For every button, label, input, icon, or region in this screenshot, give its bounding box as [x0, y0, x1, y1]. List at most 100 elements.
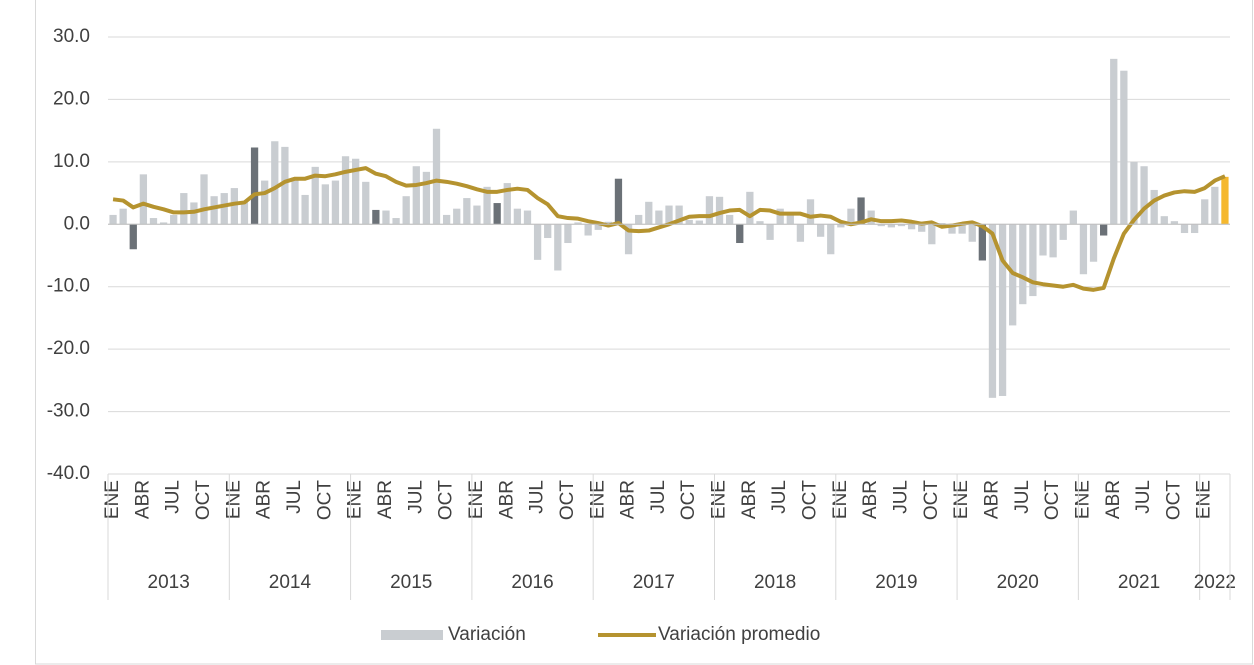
bar — [624, 224, 633, 255]
bar — [493, 203, 501, 225]
bar — [1049, 224, 1057, 258]
bar — [918, 224, 926, 232]
bar — [887, 224, 896, 228]
bar — [1039, 224, 1047, 256]
bar — [402, 196, 410, 225]
bar — [261, 180, 269, 225]
bar — [291, 177, 299, 225]
bar — [149, 218, 158, 225]
bar — [392, 218, 400, 225]
bar — [907, 224, 916, 230]
bar — [857, 197, 865, 225]
bar — [665, 205, 673, 225]
y-tick-label: 0.0 — [64, 213, 90, 234]
bar — [1059, 224, 1067, 240]
year-label: 2017 — [633, 572, 675, 593]
x-tick-label: ENE — [223, 480, 244, 519]
bar — [1150, 189, 1158, 225]
bar — [250, 147, 259, 225]
x-tick-label: ENE — [466, 480, 487, 519]
y-tick-label: 10.0 — [53, 151, 90, 172]
bar — [533, 224, 542, 260]
y-tick-label: -10.0 — [47, 276, 90, 297]
bar — [1221, 176, 1229, 225]
bar — [736, 224, 744, 244]
bar — [442, 214, 451, 225]
bar — [766, 224, 774, 240]
bar — [240, 202, 249, 225]
bar — [1170, 221, 1179, 225]
bar — [271, 141, 279, 225]
bar — [705, 196, 714, 225]
x-tick-label: ENE — [102, 480, 123, 519]
x-tick-label: OCT — [436, 480, 457, 521]
x-tick-label: JUL — [769, 480, 790, 514]
bar — [1100, 224, 1108, 236]
bar — [129, 224, 137, 250]
x-tick-label: ABR — [254, 480, 275, 519]
bar — [756, 221, 764, 225]
x-tick-label: ABR — [496, 480, 517, 519]
bar — [1201, 199, 1209, 225]
x-tick-label: JUL — [648, 480, 669, 514]
bar — [1029, 224, 1037, 297]
x-tick-label: OCT — [921, 480, 942, 521]
x-tick-label: JUL — [284, 480, 305, 514]
bar — [776, 208, 784, 225]
year-label: 2014 — [269, 572, 312, 593]
chart-border — [35, 0, 1253, 665]
y-tick-label: 20.0 — [53, 88, 90, 109]
x-tick-label: OCT — [1163, 480, 1184, 521]
x-tick-label: ABR — [1103, 480, 1124, 519]
x-tick-label: OCT — [800, 480, 821, 521]
bar — [806, 199, 815, 225]
x-tick-label: OCT — [678, 480, 699, 521]
bar — [1079, 224, 1088, 275]
bar — [938, 223, 946, 225]
bar — [200, 174, 208, 225]
x-tick-label: ABR — [981, 480, 1002, 519]
year-label: 2021 — [1118, 572, 1160, 593]
bar — [1110, 58, 1118, 225]
x-tick-label: ABR — [739, 480, 760, 519]
year-label: 2015 — [390, 572, 432, 593]
bar — [170, 214, 178, 225]
bar — [655, 210, 663, 225]
line — [112, 166, 1226, 292]
bar — [503, 183, 511, 225]
bar — [847, 208, 855, 225]
x-tick-label: ENE — [1072, 480, 1093, 519]
year-label: 2020 — [997, 572, 1039, 593]
bar — [1069, 210, 1077, 225]
bar — [483, 186, 491, 225]
bar — [786, 214, 794, 225]
bar — [1089, 224, 1098, 262]
bar — [473, 205, 481, 225]
bar — [928, 224, 936, 245]
bar — [978, 224, 986, 261]
x-tick-label: ENE — [830, 480, 851, 519]
bar — [321, 184, 329, 225]
x-tick-label: ABR — [860, 480, 881, 519]
bar — [463, 198, 471, 225]
bar — [897, 224, 906, 227]
bar — [695, 220, 703, 225]
x-tick-label: ABR — [132, 480, 153, 519]
x-tick-label: ENE — [587, 480, 608, 519]
bar — [382, 210, 390, 225]
y-tick-label: -20.0 — [47, 338, 90, 359]
bar — [827, 224, 835, 255]
bar — [301, 194, 309, 225]
x-tick-label: ENE — [345, 480, 366, 519]
bar — [341, 156, 350, 225]
year-label: 2018 — [754, 572, 796, 593]
bar — [1130, 161, 1138, 225]
x-tick-label: JUL — [405, 480, 426, 514]
bar — [796, 224, 805, 242]
bar — [726, 214, 734, 225]
x-tick-label: ABR — [375, 480, 396, 519]
x-tick-label: JUL — [1133, 480, 1154, 514]
bar — [311, 166, 319, 225]
year-label: 2019 — [875, 572, 917, 593]
